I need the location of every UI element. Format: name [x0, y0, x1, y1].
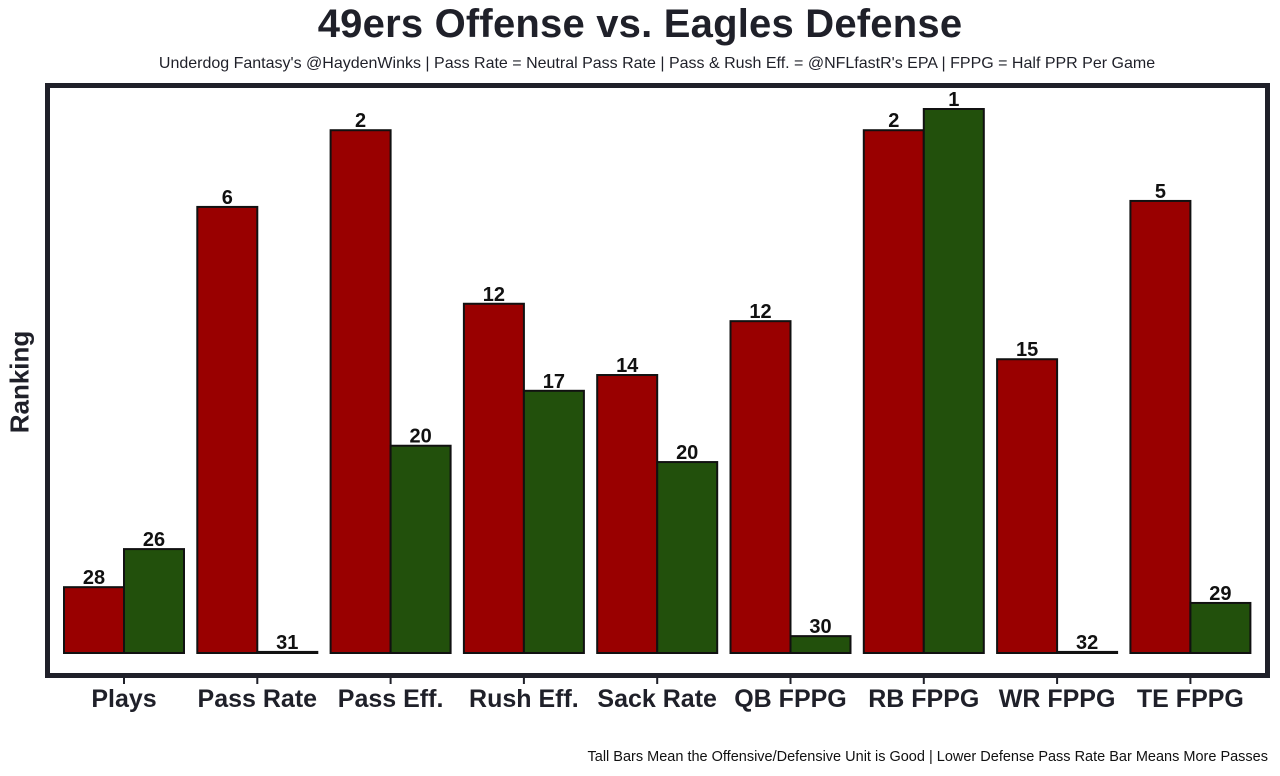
bar-defense-plays	[123, 548, 185, 655]
bar-defense-rb-fppg	[922, 108, 985, 654]
bar-value-label: 12	[483, 284, 505, 306]
bar-value-label: 26	[143, 529, 165, 551]
bar-value-label: 28	[83, 567, 105, 589]
x-tick-label: Sack Rate	[597, 685, 717, 713]
x-tick-label: Rush Eff.	[469, 685, 579, 713]
bar-value-label: 14	[616, 355, 639, 377]
x-tick-label: QB FPPG	[734, 685, 847, 713]
bar-offense-sack-rate	[596, 374, 659, 654]
bar-offense-wr-fppg	[996, 358, 1059, 654]
bar-defense-te-fppg	[1189, 601, 1252, 655]
bar-offense-rb-fppg	[862, 129, 925, 654]
x-tick-label: Pass Eff.	[338, 685, 444, 713]
bar-defense-rush-eff	[522, 389, 585, 654]
bar-value-label: 32	[1076, 632, 1098, 654]
bar-defense-sack-rate	[656, 461, 719, 654]
bar-value-label: 31	[276, 632, 298, 654]
x-tick-label: WR FPPG	[999, 685, 1116, 713]
chart-footer-note: Tall Bars Mean the Offensive/Defensive U…	[587, 749, 1268, 765]
bar-defense-pass-eff	[389, 444, 452, 654]
bar-value-label: 30	[809, 616, 831, 638]
bar-offense-rush-eff	[462, 302, 525, 654]
bar-value-label: 2	[888, 110, 899, 132]
chart-title: 49ers Offense vs. Eagles Defense	[317, 2, 963, 46]
x-tick-label: RB FPPG	[868, 685, 979, 713]
bar-offense-pass-rate	[196, 205, 259, 654]
bar-defense-qb-fppg	[789, 635, 852, 654]
x-axis-ticks: Plays Pass Rate Pass Eff. Rush Eff. Sack Rat…	[91, 678, 1244, 713]
bar-offense-qb-fppg	[729, 320, 792, 654]
chart-subtitle: Underdog Fantasy's @HaydenWinks | Pass R…	[158, 55, 1156, 72]
bar-defense-pass-rate	[256, 650, 319, 654]
bar-value-label: 1	[948, 89, 959, 111]
bar-value-label: 2	[355, 110, 366, 132]
bar-value-label: 17	[543, 371, 565, 393]
bar-value-label: 12	[749, 301, 771, 323]
bar-labels-layer: 28 26 6 31 2 20 12 17 14 20 12 30 2 1 15 32 5 29	[83, 89, 1232, 654]
x-tick-label: TE FPPG	[1137, 685, 1244, 713]
bar-value-label: 6	[222, 187, 233, 209]
bar-offense-te-fppg	[1129, 199, 1192, 654]
bar-offense-pass-eff	[329, 129, 392, 654]
bar-value-label: 20	[676, 442, 698, 464]
bar-value-label: 29	[1209, 583, 1231, 605]
x-tick-label: Plays	[91, 685, 156, 713]
bar-value-label: 20	[409, 426, 431, 448]
bar-defense-wr-fppg	[1056, 650, 1119, 654]
bars-layer	[63, 108, 1252, 655]
bar-value-label: 15	[1016, 339, 1038, 361]
bar-value-label: 5	[1155, 181, 1166, 203]
x-tick-label: Pass Rate	[198, 685, 318, 713]
bar-offense-plays	[63, 586, 125, 655]
